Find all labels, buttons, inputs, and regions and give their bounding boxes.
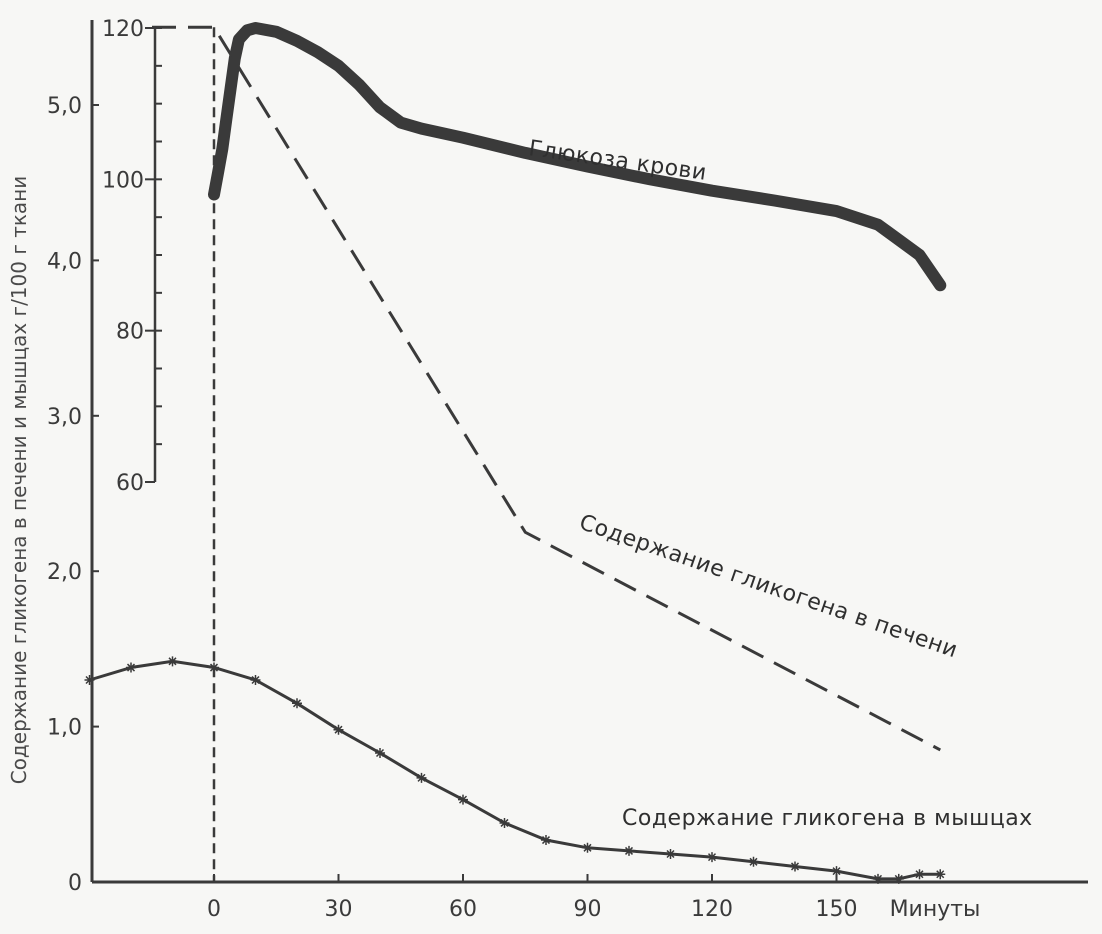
x-axis-label: Минуты	[890, 897, 981, 922]
series-point-muscle-glycogen	[893, 873, 904, 884]
secondary-ticks-group: 60 80 100 120	[102, 17, 162, 496]
series-point-muscle-glycogen	[458, 794, 468, 805]
series-point-muscle-glycogen	[126, 662, 136, 673]
series-point-muscle-glycogen	[873, 873, 883, 884]
secondary-tick-label: 100	[102, 168, 144, 193]
series-point-muscle-glycogen	[748, 856, 759, 867]
series-point-muscle-glycogen	[707, 852, 717, 863]
series-point-muscle-glycogen	[914, 869, 925, 880]
series-label-liver-glycogen: Содержание гликогена в печени	[576, 510, 961, 663]
y-axis-label: Содержание гликогена в печени и мышцах г…	[7, 176, 31, 785]
series-point-muscle-glycogen	[831, 866, 842, 877]
series-point-muscle-glycogen	[790, 861, 800, 872]
x-tick-label: 0	[207, 897, 221, 922]
series-point-muscle-glycogen	[665, 849, 676, 860]
series-point-muscle-glycogen	[292, 698, 302, 709]
y-tick-label: 3,0	[47, 405, 82, 430]
x-tick-label: 90	[574, 897, 602, 922]
y-ticks-group: 0 1,0 2,0 3,0 4,0 5,0	[47, 94, 99, 896]
y-tick-label: 5,0	[47, 94, 82, 119]
series-point-muscle-glycogen	[582, 842, 593, 853]
series-line-muscle-glycogen	[89, 659, 941, 881]
series-point-muscle-glycogen	[333, 724, 344, 735]
series-point-muscle-glycogen	[416, 772, 427, 783]
series-line-liver-glycogen	[152, 25, 941, 752]
x-ticks-group: 0 30 60 90 120 150	[207, 874, 858, 922]
x-tick-label: 120	[691, 897, 733, 922]
series-point-muscle-glycogen	[167, 656, 178, 667]
secondary-tick-label: 80	[116, 320, 144, 345]
series-group	[84, 22, 947, 884]
series-line-glucose	[208, 22, 947, 292]
series-point-muscle-glycogen	[84, 674, 95, 685]
series-point-muscle-glycogen	[624, 845, 634, 856]
series-point-muscle-glycogen	[541, 835, 551, 846]
series-label-muscle-glycogen: Содержание гликогена в мышцах	[622, 806, 1033, 831]
series-point-muscle-glycogen	[209, 662, 219, 673]
secondary-tick-label: 60	[116, 471, 144, 496]
series-point-muscle-glycogen	[935, 869, 946, 880]
series-point-muscle-glycogen	[250, 674, 261, 685]
secondary-tick-label: 120	[102, 17, 144, 42]
x-tick-label: 60	[449, 897, 477, 922]
series-point-muscle-glycogen	[499, 817, 510, 828]
y-tick-label: 0	[68, 871, 82, 896]
y-tick-label: 2,0	[47, 560, 82, 585]
x-tick-label: 150	[816, 897, 858, 922]
y-tick-label: 4,0	[47, 249, 82, 274]
y-tick-label: 1,0	[47, 716, 82, 741]
series-point-muscle-glycogen	[375, 748, 385, 759]
x-tick-label: 30	[325, 897, 353, 922]
